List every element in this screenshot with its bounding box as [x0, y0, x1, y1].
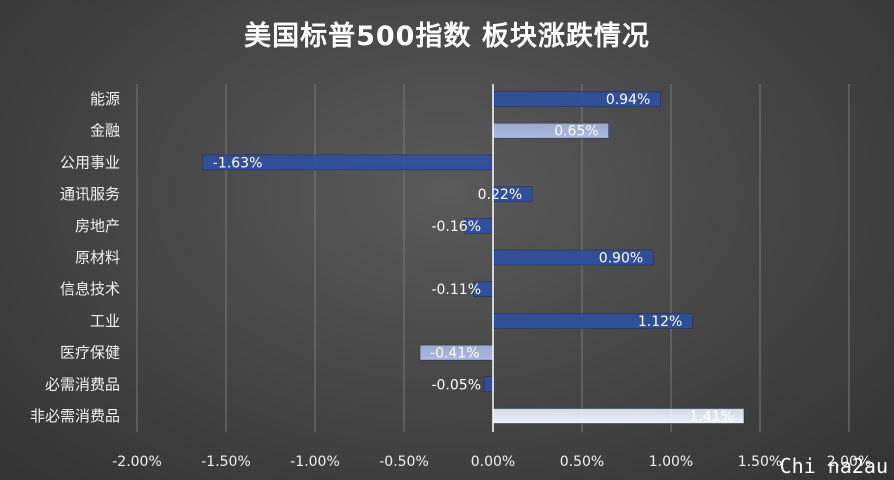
data-label: -0.05%	[431, 377, 481, 393]
axis-layer: -2.00% -1.50% -1.00% -0.50% 0.00% 0.50% 1.00% 1…	[112, 84, 871, 470]
x-tick-label: 0.50%	[560, 454, 604, 470]
data-label: -1.63%	[213, 155, 263, 171]
data-label: -0.16%	[431, 219, 481, 235]
category-label: 信息技术	[60, 280, 120, 298]
watermark-text: Chi na2au	[779, 454, 888, 478]
data-label: -0.11%	[431, 282, 481, 298]
data-label: -0.41%	[430, 346, 480, 362]
bar-layer	[202, 91, 745, 424]
data-label: 0.90%	[599, 251, 643, 267]
data-label: 0.94%	[606, 92, 650, 108]
category-label: 金融	[90, 122, 120, 140]
x-tick-label: 2.00%	[827, 454, 871, 470]
bar	[483, 376, 494, 393]
x-tick-label: 1.00%	[649, 454, 693, 470]
category-label: 非必需消费品	[30, 407, 120, 425]
category-label: 能源	[90, 90, 120, 108]
x-tick-label: 0.00%	[471, 454, 515, 470]
x-tick-label: -0.50%	[379, 454, 429, 470]
x-tick-label: -1.00%	[290, 454, 340, 470]
category-label: 房地产	[75, 217, 120, 235]
data-label: 0.22%	[478, 187, 522, 203]
data-label: 1.12%	[638, 314, 682, 330]
category-label: 医疗保健	[60, 344, 120, 362]
x-tick-label: 1.50%	[738, 454, 782, 470]
category-label: 公用事业	[60, 153, 120, 171]
data-label: 0.65%	[554, 124, 598, 140]
category-label: 工业	[90, 312, 120, 330]
label-layer: 能源 0.94% 金融 0.65% 公用事业 -1.63% 通讯服务 0.22% 房地产 -0.1…	[30, 90, 734, 425]
x-tick-label: -1.50%	[201, 454, 251, 470]
category-label: 必需消费品	[45, 375, 120, 393]
chart-title: 美国标普500指数 板块涨跌情况	[244, 21, 650, 52]
category-label: 通讯服务	[60, 185, 120, 203]
data-label: 1.41%	[689, 409, 733, 425]
x-tick-label: -2.00%	[112, 454, 162, 470]
category-label: 原材料	[75, 249, 120, 267]
